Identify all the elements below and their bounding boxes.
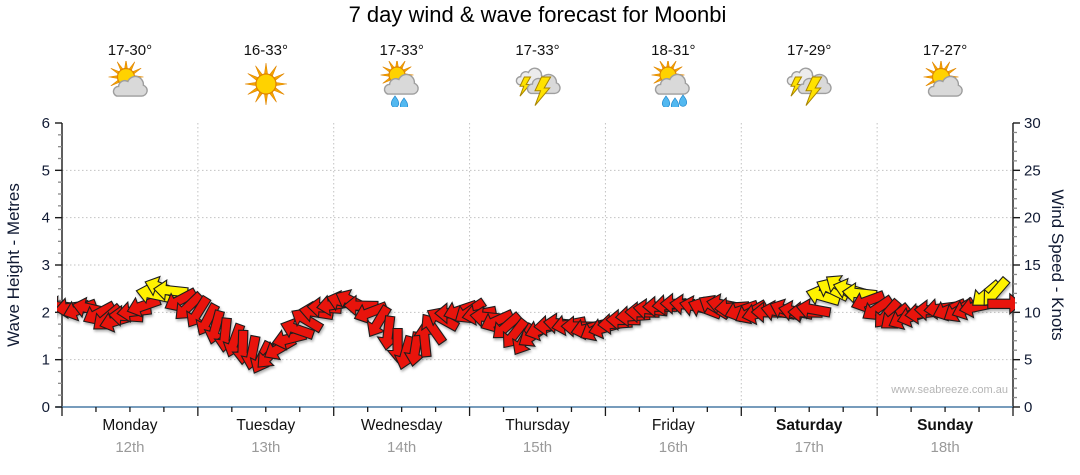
sun-icon: [244, 62, 287, 106]
day-name: Tuesday: [236, 417, 296, 434]
day-label-column: Monday 12th: [62, 417, 198, 456]
right-tick-label: 20: [1024, 210, 1041, 227]
day-column: 17-33°: [470, 42, 606, 107]
temp-range: 17-30°: [107, 42, 153, 59]
wind-arrow: [203, 309, 226, 345]
day-column: 17-27°: [877, 42, 1013, 107]
temp-range: 17-33°: [379, 42, 424, 59]
sun-cloud-icon: [108, 61, 148, 97]
temp-range: 17-27°: [922, 42, 968, 59]
day-date: 17th: [794, 439, 824, 456]
right-axis-title: Wind Speed - Knots: [1048, 189, 1067, 341]
day-label-column: Wednesday 14th: [334, 417, 470, 456]
temp-range: 17-29°: [787, 42, 832, 59]
day-label-column: Friday 16th: [605, 417, 741, 456]
day-date: 12th: [115, 439, 145, 456]
temp-range: 16-33°: [243, 42, 288, 59]
temp-range: 17-33°: [515, 42, 560, 59]
left-tick-label: 0: [42, 399, 50, 416]
wind-arrow: [280, 317, 316, 340]
day-footer-row: Monday 12th Tuesday 13th Wednesday 14th Thursd…: [62, 417, 1013, 456]
day-name: Friday: [651, 417, 695, 434]
day-label-column: Thursday 15th: [470, 417, 606, 456]
day-name: Monday: [102, 417, 158, 434]
sun-cloud-rain-icon: [380, 61, 419, 107]
storm-icon: [786, 67, 832, 106]
wind-arrow: [850, 290, 886, 314]
sun-cloud-icon: [923, 61, 963, 97]
watermark: www.seabreeze.com.au: [891, 384, 1008, 396]
day-date: 14th: [387, 439, 417, 456]
right-tick-label: 15: [1024, 257, 1041, 274]
day-date: 18th: [930, 439, 960, 456]
left-tick-label: 5: [42, 162, 50, 179]
right-tick-label: 10: [1024, 304, 1041, 321]
wind-arrow: [195, 301, 221, 336]
right-tick-label: 30: [1024, 115, 1041, 132]
day-label-column: Saturday 17th: [741, 417, 877, 456]
day-label-column: Sunday 18th: [877, 417, 1013, 456]
wind-arrow: [987, 292, 1015, 315]
right-tick-label: 5: [1024, 352, 1032, 369]
storm-icon: [515, 67, 561, 106]
right-tick-label: 0: [1024, 399, 1032, 416]
day-name: Thursday: [505, 417, 570, 434]
sun-cloud-rain-icon: [651, 61, 691, 107]
left-tick-label: 6: [42, 115, 50, 132]
wind-arrow: [403, 331, 426, 367]
left-tick-label: 2: [42, 304, 50, 321]
day-column: 17-30°: [62, 42, 198, 107]
day-name: Wednesday: [360, 417, 443, 434]
day-header-row: 17-30° 16-33° 17-33° 17-33° 18-31° 17-29° 17-2…: [62, 42, 1013, 107]
left-tick-label: 3: [42, 257, 50, 274]
day-column: 16-33°: [198, 42, 334, 107]
left-tick-label: 4: [42, 210, 50, 227]
day-name: Sunday: [917, 417, 974, 434]
day-label-column: Tuesday 13th: [198, 417, 334, 456]
wind-arrow: [366, 304, 392, 338]
left-axis-title: Wave Height - Metres: [4, 183, 23, 347]
wind-arrow: [795, 297, 832, 320]
temp-range: 18-31°: [651, 42, 696, 59]
wind-arrow-series: [57, 275, 1015, 374]
wind-arrow: [353, 301, 389, 325]
wind-arrow: [343, 294, 379, 317]
day-date: 15th: [522, 439, 553, 456]
day-date: 13th: [251, 439, 281, 456]
day-name: Saturday: [776, 417, 843, 434]
day-column: 17-33°: [334, 42, 470, 107]
page-title: 7 day wind & wave forecast for Moonbi: [348, 2, 727, 27]
day-date: 16th: [658, 439, 688, 456]
day-column: 18-31°: [605, 42, 741, 107]
right-tick-label: 25: [1024, 162, 1041, 179]
wind-arrow: [186, 294, 212, 328]
left-tick-label: 1: [42, 352, 50, 369]
wind-arrow: [480, 309, 515, 333]
day-column: 17-29°: [741, 42, 877, 107]
